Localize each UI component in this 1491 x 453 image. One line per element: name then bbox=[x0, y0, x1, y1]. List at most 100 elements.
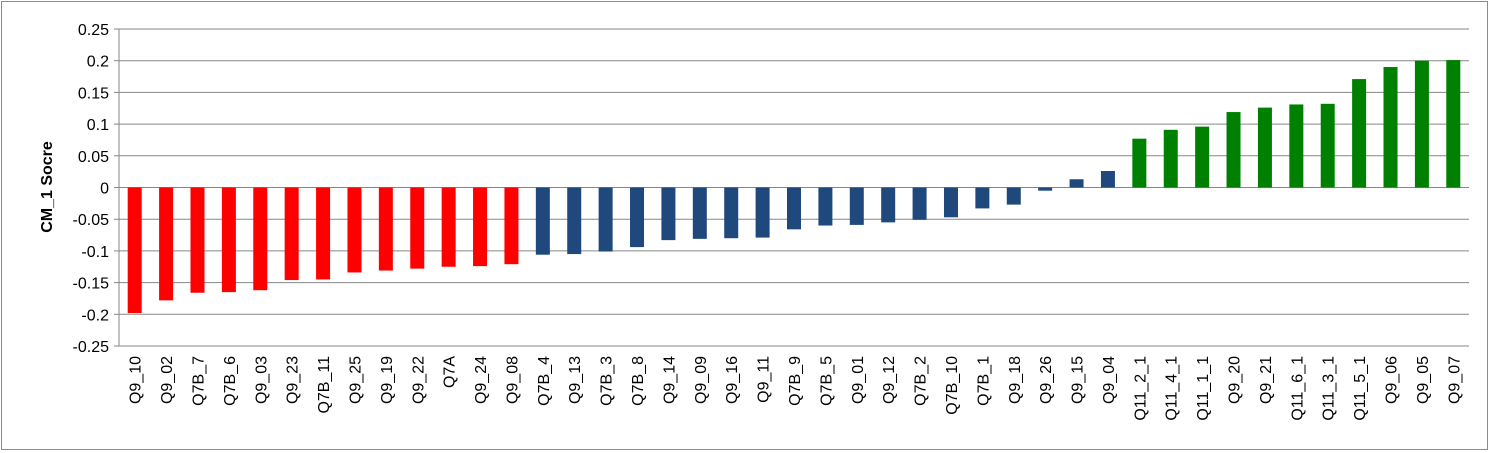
bar-q11-4-1 bbox=[1163, 129, 1178, 188]
bar-q11-5-1 bbox=[1352, 79, 1367, 188]
bar-q9-13 bbox=[567, 187, 582, 255]
bar-q11-1-1 bbox=[1195, 126, 1210, 188]
bar-q9-16 bbox=[724, 187, 739, 239]
bar-q9-19 bbox=[378, 187, 393, 271]
x-tick-label: Q9_24 bbox=[473, 356, 490, 404]
y-tick-label: 0.15 bbox=[78, 85, 109, 102]
x-tick-label: Q9_03 bbox=[253, 356, 270, 404]
x-axis-ticks: Q9_10 Q9_02 Q7B_7 Q7B_6 Q9_03 Q9_23 Q7B_11 Q9_2… bbox=[128, 356, 1464, 421]
bar-q9-09 bbox=[692, 187, 707, 239]
bar-q9-22 bbox=[410, 187, 425, 269]
bar-q7b-10 bbox=[943, 187, 958, 218]
y-tick-label: 0.05 bbox=[78, 149, 109, 166]
bar-q9-14 bbox=[661, 187, 676, 241]
y-tick-label: -0.15 bbox=[73, 276, 110, 293]
gridlines bbox=[114, 28, 1469, 347]
x-tick-label: Q9_14 bbox=[661, 356, 678, 404]
bar-q9-08 bbox=[504, 187, 519, 265]
x-tick-label: Q9_15 bbox=[1070, 356, 1087, 404]
x-tick-label: Q9_04 bbox=[1101, 356, 1118, 404]
x-tick-label: Q7A bbox=[442, 356, 459, 388]
bar-q9-18 bbox=[1006, 187, 1021, 205]
bar-q9-26 bbox=[1038, 187, 1053, 191]
x-tick-label: Q7B_5 bbox=[818, 356, 835, 406]
x-tick-label: Q7B_10 bbox=[944, 356, 961, 415]
x-tick-label: Q9_26 bbox=[1038, 356, 1055, 404]
x-tick-label: Q9_07 bbox=[1446, 356, 1463, 404]
bar-q7b-1 bbox=[975, 187, 990, 209]
bar-q9-23 bbox=[284, 187, 299, 281]
x-tick-label: Q7B_9 bbox=[787, 356, 804, 406]
bar-q9-02 bbox=[159, 187, 174, 301]
bar-q9-20 bbox=[1226, 112, 1241, 188]
x-tick-label: Q9_01 bbox=[850, 356, 867, 404]
bar-q11-2-1 bbox=[1132, 138, 1147, 188]
bar-q9-03 bbox=[253, 187, 268, 291]
x-tick-label: Q7B_3 bbox=[599, 356, 616, 406]
bar-q7b-7 bbox=[190, 187, 205, 293]
x-tick-label: Q9_19 bbox=[379, 356, 396, 404]
bar-q9-24 bbox=[473, 187, 488, 267]
bar-q11-6-1 bbox=[1289, 104, 1304, 188]
bar-q7b-2 bbox=[912, 187, 927, 220]
x-tick-label: Q9_11 bbox=[756, 356, 773, 403]
x-tick-label: Q9_09 bbox=[693, 356, 710, 404]
bar-q9-11 bbox=[755, 187, 770, 238]
bar-q9-12 bbox=[881, 187, 896, 223]
x-tick-label: Q7B_8 bbox=[630, 356, 647, 406]
x-tick-label: Q9_23 bbox=[285, 356, 302, 404]
bar-q9-07 bbox=[1446, 60, 1461, 188]
x-tick-label: Q7B_4 bbox=[536, 356, 553, 406]
x-tick-label: Q7B_1 bbox=[975, 356, 992, 406]
bar-q9-04 bbox=[1100, 171, 1115, 188]
y-tick-label: -0.05 bbox=[73, 212, 110, 229]
x-tick-label: Q9_02 bbox=[159, 356, 176, 404]
x-tick-label: Q11_2_1 bbox=[1132, 356, 1149, 421]
bar-q7b-8 bbox=[630, 187, 645, 248]
x-tick-label: Q9_21 bbox=[1258, 356, 1275, 404]
y-tick-label: -0.1 bbox=[81, 244, 109, 261]
bar-q7b-5 bbox=[818, 187, 833, 226]
x-tick-label: Q11_1_1 bbox=[1195, 356, 1212, 421]
bar-q9-01 bbox=[849, 187, 864, 225]
x-tick-label: Q9_13 bbox=[567, 356, 584, 404]
bar-q9-05 bbox=[1414, 60, 1429, 188]
x-tick-label: Q7B_2 bbox=[913, 356, 930, 406]
x-tick-label: Q9_06 bbox=[1384, 356, 1401, 404]
y-tick-label: -0.2 bbox=[81, 307, 109, 324]
bar-q9-25 bbox=[347, 187, 362, 273]
x-tick-label: Q9_05 bbox=[1415, 356, 1432, 404]
y-tick-label: 0.25 bbox=[78, 22, 109, 39]
x-tick-label: Q7B_7 bbox=[190, 356, 207, 406]
bars bbox=[127, 60, 1461, 314]
x-tick-label: Q11_3_1 bbox=[1321, 356, 1338, 421]
bar-q7a bbox=[441, 187, 456, 267]
x-tick-label: Q11_6_1 bbox=[1289, 356, 1306, 421]
bar-q7b-4 bbox=[535, 187, 550, 255]
bar-q7b-3 bbox=[598, 187, 613, 252]
x-tick-label: Q9_12 bbox=[881, 356, 898, 404]
bar-q9-15 bbox=[1069, 179, 1084, 188]
x-tick-label: Q9_16 bbox=[724, 356, 741, 404]
x-tick-label: Q7B_11 bbox=[316, 356, 333, 414]
x-tick-label: Q7B_6 bbox=[222, 356, 239, 406]
bar-q9-06 bbox=[1383, 67, 1398, 188]
x-tick-label: Q9_08 bbox=[504, 356, 521, 404]
bar-q9-21 bbox=[1257, 107, 1272, 188]
x-tick-label: Q9_22 bbox=[410, 356, 427, 404]
y-axis-ticks: 0.25 0.2 0.15 0.1 0.05 0 -0.05 -0.1 -0.15 -0.2 -0.… bbox=[73, 22, 110, 356]
x-tick-label: Q9_25 bbox=[347, 356, 364, 404]
y-tick-label: 0 bbox=[100, 181, 109, 198]
bar-q9-10 bbox=[127, 187, 142, 314]
bar-q7b-11 bbox=[316, 187, 331, 280]
x-tick-label: Q9_10 bbox=[128, 356, 145, 404]
y-tick-label: 0.2 bbox=[87, 54, 109, 71]
y-tick-label: -0.25 bbox=[73, 339, 110, 356]
x-tick-label: Q9_18 bbox=[1007, 356, 1024, 404]
x-tick-label: Q11_4_1 bbox=[1164, 356, 1181, 421]
bar-q11-3-1 bbox=[1320, 103, 1335, 188]
y-axis-title: CM_1 Socre bbox=[39, 141, 56, 233]
x-tick-label: Q11_5_1 bbox=[1352, 356, 1369, 421]
